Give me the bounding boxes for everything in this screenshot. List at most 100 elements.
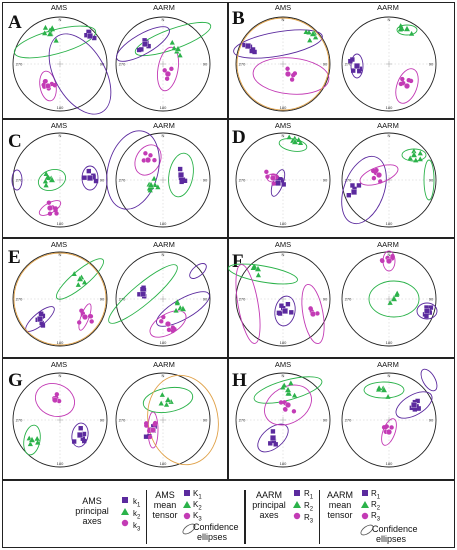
panel-E-ams-k3-point — [79, 308, 84, 313]
panel-A-ams-k3-point — [43, 78, 48, 84]
panel-G-aarm-title: AARM — [153, 360, 175, 369]
panel-E-aarm-k3-point — [170, 325, 176, 330]
panel-B-ams-tick-n: N — [282, 17, 285, 22]
panel-G-aarm-k2-point — [159, 392, 165, 397]
legend-ams-confidence-label: Confidence ellipses — [193, 522, 239, 542]
panel-B-aarm-k2-point — [399, 26, 405, 31]
panel-A-aarm-k1-point — [142, 38, 147, 43]
panel-F-aarm-title: AARM — [377, 240, 399, 249]
panel-A-ams-tick-s: 180 — [57, 105, 64, 110]
panel-G-ams-title: AMS — [50, 360, 68, 369]
panel-D-aarm-tick-n: N — [388, 133, 391, 138]
panel-E-ams-k2-point — [71, 271, 77, 276]
panel-C-ams-k3-point — [46, 200, 52, 205]
panel-F-aarm-k1-point — [424, 313, 429, 319]
panel-H-ams-k1-point — [273, 442, 278, 447]
panel-C-ams-mean-k1 — [87, 175, 93, 181]
panel-C-ams-k2-point — [42, 178, 49, 184]
panel-D-aarm-tick-s: 180 — [386, 221, 393, 226]
panel-A-aarm-title: AARM — [153, 3, 175, 12]
panel-E-aarm-mean-k3 — [165, 321, 171, 327]
panel-G-ams-tick-w: 270 — [16, 418, 23, 423]
panel-C-ams-mean-k2 — [48, 176, 56, 183]
legend-aarm-axes-title: AARM principal axes — [252, 490, 286, 520]
panel-D-ams-k2-point — [297, 140, 304, 145]
panel-H-ams-k1-point — [270, 429, 276, 434]
panel-D-aarm-mean-k2 — [410, 151, 418, 158]
panel-E-ams-k3-point — [89, 319, 94, 324]
panel-E-ams-k2-point — [81, 279, 88, 285]
panel-A-aarm-tick-n: N — [162, 17, 165, 22]
panel-C-ams-confidence-ellipse-4 — [11, 169, 23, 191]
panel-H-aarm-k1-point — [415, 398, 420, 404]
legend-aarm-mean-R3-circle — [361, 512, 369, 520]
panel-D-aarm-tick-w: 270 — [345, 178, 352, 183]
panel-G-aarm-tick-s: 180 — [160, 461, 167, 466]
panel-A-aarm-k1-point — [136, 47, 142, 53]
legend-aarm-R3-label: R3 — [304, 513, 314, 525]
panel-H-ams-tick-e: 90 — [323, 418, 328, 423]
panel-C-aarm-confidence-ellipse-2 — [134, 144, 162, 176]
legend-ams-axes-symbols — [121, 497, 129, 527]
panel-A-aarm-tick-w: 270 — [119, 62, 126, 67]
panel-G-aarm-mean-k3 — [150, 427, 156, 433]
panel-E-ams-k3-point — [87, 313, 93, 319]
panel-B-ams-k3-point — [289, 77, 295, 82]
panel-E-ams-k1-point — [40, 323, 46, 328]
panel-B-ams-mean-k2 — [309, 30, 317, 37]
legend-divider-3 — [319, 490, 320, 544]
panel-C-aarm-k3-point — [143, 151, 148, 156]
panel-H-aarm-confidence-ellipse-3 — [381, 418, 397, 446]
panel-E-aarm-confidence-ellipse-1 — [108, 264, 178, 324]
panel-B-aarm-k3-point — [400, 76, 405, 82]
panel-D-ams-tick-s: 180 — [280, 221, 287, 226]
panel-B-aarm-k1-point — [350, 57, 355, 62]
panel-D-aarm-k1-point — [352, 186, 357, 192]
panel-A-aarm-k2-point — [177, 52, 183, 58]
panel-B-aarm-confidence-ellipse-3 — [395, 68, 419, 104]
panel-G-ams-mean-k2 — [28, 436, 36, 443]
panel-B-ams-confidence-ellipse-2 — [252, 57, 330, 95]
panel-A-ams-k2-point — [53, 37, 59, 43]
panel-F-aarm-tick-n: N — [388, 252, 391, 257]
panel-H-letter: H — [232, 370, 247, 391]
panel-G-ams-k2-point — [27, 441, 33, 447]
panel-H-aarm-tick-n: N — [388, 373, 391, 378]
panel-D-ams-k2-point — [296, 137, 302, 142]
panel-H-aarm-k1-point — [412, 407, 418, 412]
panel-G-ams-k2-point — [34, 435, 40, 441]
panel-C-ams-tick-e: 90 — [100, 178, 105, 183]
panel-F-aarm-tick-w: 270 — [345, 297, 352, 302]
panel-C-ams-mean-k3 — [47, 205, 53, 211]
legend-ams-mean-title: AMS mean tensor — [152, 490, 178, 520]
legend-aarm-mean-R3-label: R3 — [371, 511, 381, 523]
panel-A-aarm-mean-k1 — [142, 41, 148, 47]
panel-H-ams-k3-point — [283, 407, 288, 412]
panel-G-ams-confidence-ellipse-2 — [23, 424, 41, 456]
panel-H-aarm-k3-point — [389, 425, 394, 430]
panel-B-aarm-k2-point — [409, 31, 415, 36]
panel-B-ams-tick-w: 270 — [239, 62, 246, 67]
legend-aarm-confidence-label: Confidence ellipses — [372, 524, 418, 544]
legend-aarm-mean-title: AARM mean tensor — [326, 490, 353, 520]
panel-H-ams-mean-k1 — [270, 435, 276, 441]
panel-H-aarm-k3-point — [384, 424, 389, 429]
panel-C-aarm-k3-point — [148, 153, 153, 158]
panel-H-aarm-mean-k3 — [386, 429, 392, 435]
panel-A-ams-confidence-ellipse-3 — [48, 33, 112, 115]
panel-D-letter: D — [232, 127, 246, 148]
panel-H-aarm-k2-point — [385, 394, 391, 399]
panel-D-ams-mean-k2 — [291, 138, 299, 145]
panel-F-ams-mean-k1 — [282, 308, 288, 314]
panel-C-ams-confidence-ellipse-2 — [37, 169, 67, 191]
panel-E-aarm-tick-e: 90 — [203, 297, 208, 302]
panel-F-ams-tick-e: 90 — [323, 297, 328, 302]
panel-G-aarm-k3-point — [143, 421, 149, 426]
panel-G-aarm-k2-point — [158, 400, 164, 406]
panel-G-ams-mean-k3 — [52, 397, 58, 403]
panel-B-aarm-k3-point — [406, 78, 411, 83]
panel-G-ams-k1-point — [80, 436, 86, 441]
panel-E-ams-tick-s: 180 — [57, 340, 64, 345]
legend-aarm-confidence-ellipse-icon — [360, 524, 374, 536]
panel-B-ams-k1-point — [252, 49, 257, 55]
